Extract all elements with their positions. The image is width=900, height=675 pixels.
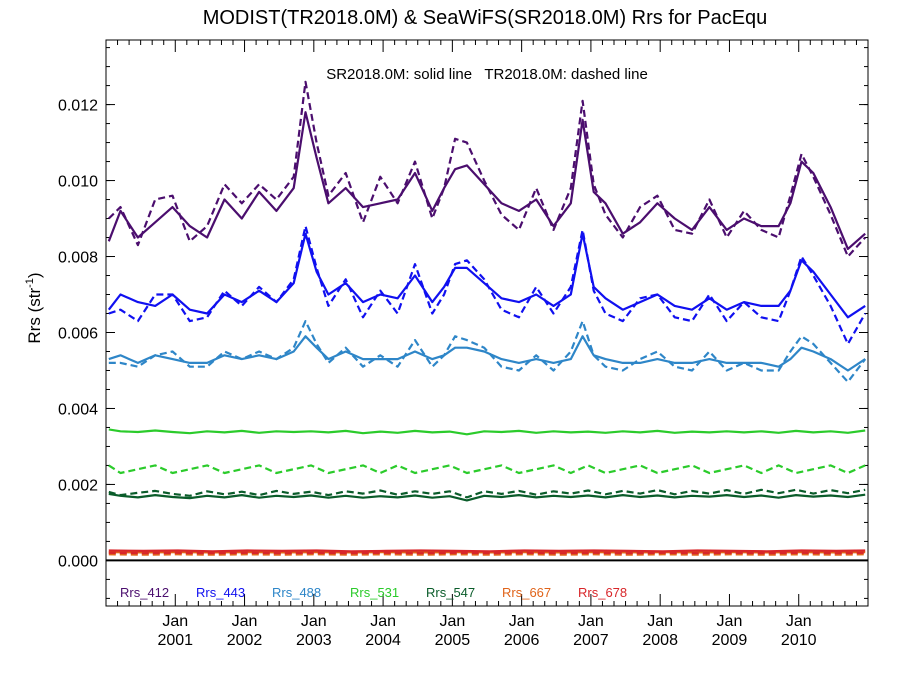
x-tick-year-label: 2009 (712, 632, 748, 649)
x-tick-year-label: 2002 (227, 632, 263, 649)
y-tick-label: 0.000 (58, 553, 98, 570)
x-tick-month-label: Jan (439, 613, 465, 630)
y-tick-label: 0.008 (58, 250, 98, 267)
x-tick-month-label: Jan (370, 613, 396, 630)
x-tick-year-label: 2005 (435, 632, 471, 649)
x-tick-year-label: 2004 (365, 632, 401, 649)
x-tick-year-label: 2010 (781, 632, 817, 649)
legend-item-rrs-531: Rrs_531 (350, 585, 399, 600)
x-tick-year-label: 2006 (504, 632, 540, 649)
legend-item-rrs-412: Rrs_412 (120, 585, 169, 600)
x-tick-month-label: Jan (647, 613, 673, 630)
plot-frame (105, 39, 869, 607)
y-axis-label-close: ) (25, 272, 44, 278)
x-tick-year-label: 2008 (642, 632, 678, 649)
x-tick-month-label: Jan (786, 613, 812, 630)
y-tick-label: 0.012 (58, 98, 98, 115)
legend-item-rrs-547: Rrs_547 (426, 585, 475, 600)
x-tick-year-label: 2001 (157, 632, 193, 649)
series-rrs-547-solid-line (108, 492, 866, 502)
y-tick-label: 0.002 (58, 477, 98, 494)
series-rrs-678-solid-line (108, 549, 866, 553)
series-rrs-488-dashed-line (108, 320, 867, 383)
series-rrs-412-dashed-line (108, 80, 867, 258)
x-tick-month-label: Jan (162, 613, 188, 630)
legend-item-rrs-678: Rrs_678 (578, 585, 627, 600)
series-rrs-488-solid-line (108, 335, 866, 372)
series-rrs-443-solid-line (107, 232, 866, 319)
legend: Rrs_412 Rrs_443 Rrs_488 Rrs_531 Rrs_547 Rrs_6… (120, 585, 627, 600)
series-rrs-412-solid-line (107, 111, 866, 250)
series-rrs-443-dashed-line (108, 225, 867, 345)
line-style-note: SR2018.0M: solid line TR2018.0M: dashed … (326, 66, 648, 83)
y-tick-label: 0.006 (58, 325, 98, 342)
series-rrs-547-dashed-line (108, 488, 866, 499)
y-axis-label: Rrs (str-1) (24, 272, 44, 343)
legend-item-rrs-667: Rrs_667 (502, 585, 551, 600)
series-rrs-531-dashed-line (108, 464, 866, 475)
legend-item-rrs-443: Rrs_443 (196, 585, 245, 600)
chart-title: MODIST(TR2018.0M) & SeaWiFS(SR2018.0M) R… (203, 7, 768, 29)
x-tick-year-label: 2003 (296, 632, 332, 649)
legend-item-rrs-488: Rrs_488 (272, 585, 321, 600)
x-tick-month-label: Jan (578, 613, 604, 630)
x-tick-month-label: Jan (717, 613, 743, 630)
x-tick-month-label: Jan (301, 613, 327, 630)
y-tick-label: 0.010 (58, 174, 98, 191)
x-tick-month-label: Jan (509, 613, 535, 630)
series-rrs-531-solid-line (108, 428, 866, 436)
y-axis-label-main: Rrs (str (25, 288, 44, 344)
y-tick-label: 0.004 (58, 401, 98, 418)
x-tick-month-label: Jan (232, 613, 258, 630)
y-axis-label-exponent: -1 (24, 278, 36, 288)
plot-axes: 0.000 0.002 0.004 0.006 0.008 0.010 0.012 Jan 20… (58, 39, 869, 649)
series-layer (107, 80, 867, 556)
x-tick-year-label: 2007 (573, 632, 609, 649)
